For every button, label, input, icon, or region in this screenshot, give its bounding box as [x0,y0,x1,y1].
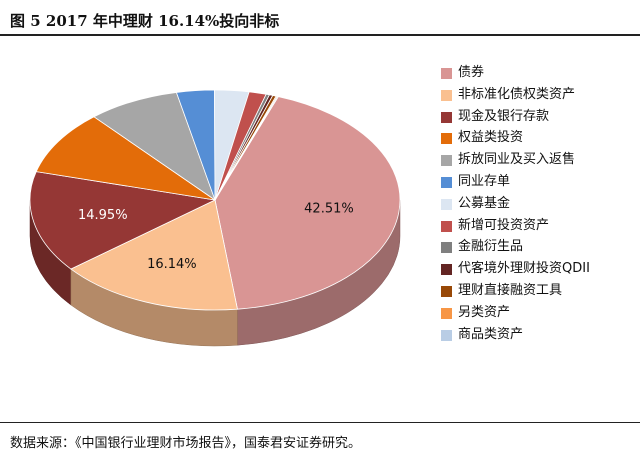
legend-item: 公募基金 [441,193,637,215]
source-note: 数据来源：《中国银行业理财市场报告》，国泰君安证券研究。 [10,436,362,451]
legend-swatch [441,329,452,341]
legend-label: 另类资产 [458,304,511,320]
legend-label: 债券 [458,65,485,80]
source-rule [0,422,640,423]
legend-swatch [441,133,452,145]
legend-item: 非标准化债权类资产 [441,84,637,106]
pie-slice-4 [93,91,216,202]
legend-label: 代客境外理财投资QDII [458,261,590,277]
legend-label: 公募基金 [458,195,511,211]
pie-slice-2 [29,171,217,270]
legend-item: 权益类投资 [441,127,637,149]
data-label-0: 42.51% [304,202,354,217]
legend-label: 拆放同业及买入返售 [458,152,576,168]
legend-item: 理财直接融资工具 [441,280,637,302]
pie-slice-12 [214,95,279,201]
legend-label: 非标准化债权类资产 [458,86,576,102]
chart-title: 图 5 2017 年中理财 16.14%投向非标 [10,12,280,30]
legend-item: 现金及银行存款 [441,106,637,128]
legend-label: 同业存单 [458,173,511,189]
legend-item: 同业存单 [441,171,637,193]
legend-swatch [441,264,452,276]
legend-swatch [441,242,452,254]
pie-chart: 42.51% 16.14% 14.95% [29,89,401,347]
legend-item: 拆放同业及买入返售 [441,149,637,171]
legend-swatch [441,198,452,210]
legend-label: 理财直接融资工具 [458,282,563,298]
legend-swatch [441,176,452,188]
legend-label: 现金及银行存款 [458,108,550,124]
legend-item: 新增可投资资产 [441,215,637,237]
legend-swatch [441,285,452,297]
pie-slice-0 [214,96,401,310]
legend-item: 债券 [441,62,637,84]
legend-swatch [441,220,452,232]
legend-item: 代客境外理财投资QDII [441,258,637,280]
data-label-2: 14.95% [78,208,128,223]
pie-slice-1 [70,199,238,311]
legend-label: 权益类投资 [458,130,524,146]
legend-label: 金融衍生品 [458,239,524,255]
legend-label: 新增可投资资产 [458,217,550,233]
legend-label: 商品类资产 [458,326,524,342]
title-rule [0,34,640,36]
pie-slice-3 [35,116,216,201]
legend-swatch [441,307,452,319]
legend-item: 另类资产 [441,302,637,324]
legend-swatch [441,89,452,101]
chart-legend: 债券非标准化债权类资产 现金及银行存款 权益类投资拆放同业及买入返售 同业存单公募基金… [441,62,637,345]
data-label-1: 16.14% [147,257,197,272]
legend-item: 商品类资产 [441,324,637,346]
legend-swatch [441,155,452,167]
legend-swatch [441,68,452,79]
legend-swatch [441,111,452,123]
legend-item: 金融衍生品 [441,236,637,258]
